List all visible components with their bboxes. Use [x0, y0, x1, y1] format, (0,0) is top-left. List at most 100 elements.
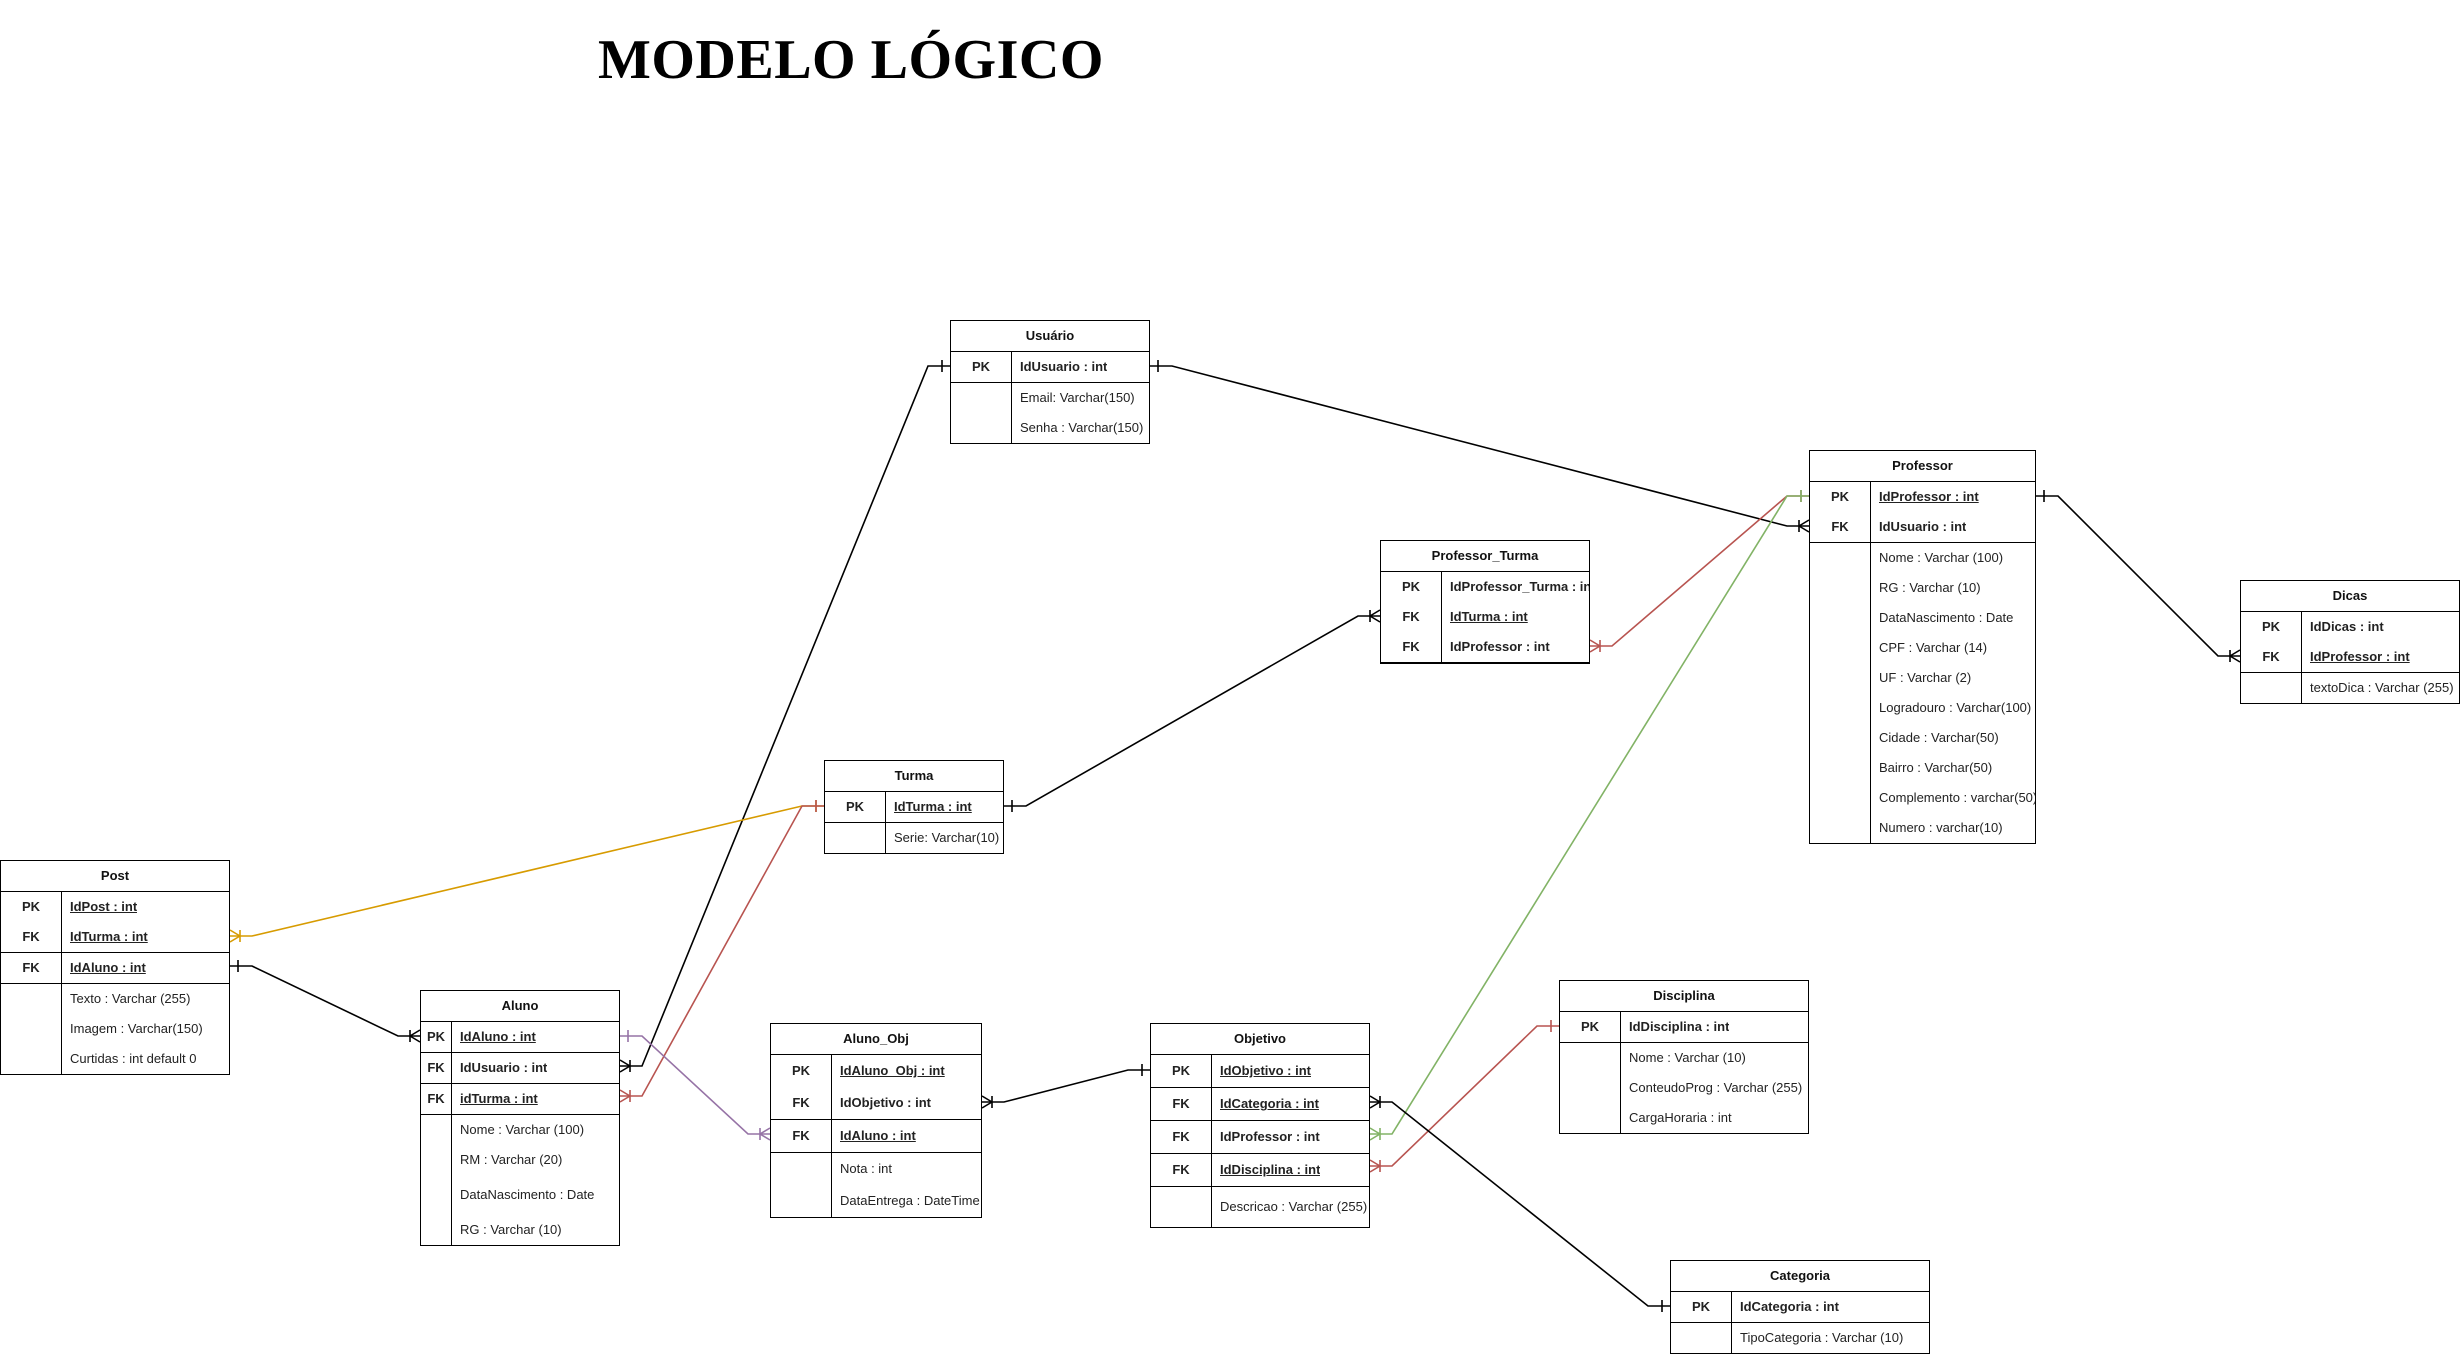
- entity-row[interactable]: PK IdDicas : int: [2241, 612, 2459, 642]
- key-marker-empty: [2241, 673, 2302, 703]
- entity-row[interactable]: Email: Varchar(150): [951, 383, 1149, 413]
- key-marker: FK: [1151, 1121, 1212, 1153]
- key-marker: PK: [1381, 572, 1442, 602]
- entity-name: Professor: [1810, 451, 2035, 482]
- key-marker-empty: [421, 1145, 452, 1175]
- entity-row[interactable]: FK IdUsuario : int: [421, 1053, 619, 1084]
- entity-row[interactable]: Logradouro : Varchar(100): [1810, 693, 2035, 723]
- entity-usuario[interactable]: Usuário PK IdUsuario : int Email: Varchar(1…: [950, 320, 1150, 444]
- key-marker: PK: [1671, 1292, 1732, 1322]
- entity-row[interactable]: FK IdProfessor : int: [1151, 1121, 1369, 1154]
- entity-row[interactable]: CPF : Varchar (14): [1810, 633, 2035, 663]
- entity-row[interactable]: FK IdCategoria : int: [1151, 1088, 1369, 1121]
- entity-name: Categoria: [1671, 1261, 1929, 1292]
- entity-row[interactable]: PK IdDisciplina : int: [1560, 1012, 1808, 1043]
- entity-aluno[interactable]: Aluno PK IdAluno : int FK IdUsuario : int FK i…: [420, 990, 620, 1246]
- key-marker: FK: [1, 953, 62, 983]
- field-label: Imagem : Varchar(150): [62, 1014, 203, 1044]
- entity-dicas[interactable]: Dicas PK IdDicas : int FK IdProfessor : int t…: [2240, 580, 2460, 704]
- entity-row[interactable]: DataNascimento : Date: [1810, 603, 2035, 633]
- key-marker: FK: [1, 922, 62, 952]
- entity-row[interactable]: Curtidas : int default 0: [1, 1044, 229, 1074]
- key-marker: FK: [421, 1053, 452, 1083]
- field-label: Serie: Varchar(10): [886, 823, 999, 853]
- entity-row[interactable]: RG : Varchar (10): [1810, 573, 2035, 603]
- entity-row[interactable]: RM : Varchar (20): [421, 1145, 619, 1175]
- entity-row[interactable]: FK IdTurma : int: [1381, 602, 1589, 632]
- entity-name: Aluno_Obj: [771, 1024, 981, 1055]
- entity-row[interactable]: TipoCategoria : Varchar (10): [1671, 1323, 1929, 1353]
- field-label: IdAluno_Obj : int: [832, 1055, 945, 1087]
- entity-turma[interactable]: Turma PK IdTurma : int Serie: Varchar(10): [824, 760, 1004, 854]
- field-label: Logradouro : Varchar(100): [1871, 693, 2031, 723]
- entity-row[interactable]: Texto : Varchar (255): [1, 984, 229, 1014]
- field-label: ConteudoProg : Varchar (255): [1621, 1073, 1802, 1103]
- entity-row[interactable]: Serie: Varchar(10): [825, 823, 1003, 853]
- entity-objetivo[interactable]: Objetivo PK IdObjetivo : int FK IdCategoria …: [1150, 1023, 1370, 1228]
- field-label: IdAluno : int: [832, 1120, 916, 1152]
- entity-professor[interactable]: Professor PK IdProfessor : int FK IdUsuario …: [1809, 450, 2036, 844]
- field-label: textoDica : Varchar (255): [2302, 673, 2454, 703]
- entity-aluno-obj[interactable]: Aluno_Obj PK IdAluno_Obj : int FK IdObjetivo…: [770, 1023, 982, 1218]
- field-label: IdObjetivo : int: [1212, 1055, 1311, 1087]
- entity-categoria[interactable]: Categoria PK IdCategoria : int TipoCategori…: [1670, 1260, 1930, 1354]
- field-label: IdAluno : int: [452, 1022, 536, 1052]
- field-label: RM : Varchar (20): [452, 1145, 562, 1175]
- entity-row[interactable]: UF : Varchar (2): [1810, 663, 2035, 693]
- entity-row[interactable]: Descricao : Varchar (255): [1151, 1187, 1369, 1227]
- entity-row[interactable]: FK IdUsuario : int: [1810, 512, 2035, 543]
- entity-row[interactable]: Complemento : varchar(50): [1810, 783, 2035, 813]
- entity-row[interactable]: Bairro : Varchar(50): [1810, 753, 2035, 783]
- entity-row[interactable]: Nome : Varchar (100): [1810, 543, 2035, 573]
- entity-row[interactable]: PK IdAluno : int: [421, 1022, 619, 1053]
- entity-row[interactable]: PK IdProfessor : int: [1810, 482, 2035, 512]
- entity-row[interactable]: FK IdDisciplina : int: [1151, 1154, 1369, 1187]
- relationship-line: [620, 1030, 770, 1140]
- entity-row[interactable]: PK IdProfessor_Turma : int: [1381, 572, 1589, 602]
- field-label: DataNascimento : Date: [1871, 603, 2013, 633]
- key-marker-empty: [1560, 1043, 1621, 1073]
- entity-row[interactable]: RG : Varchar (10): [421, 1215, 619, 1245]
- relationship-line: [230, 960, 420, 1042]
- field-label: Nota : int: [832, 1153, 892, 1185]
- entity-post[interactable]: Post PK IdPost : int FK IdTurma : int FK IdAlu…: [0, 860, 230, 1075]
- entity-row[interactable]: Numero : varchar(10): [1810, 813, 2035, 843]
- entity-row[interactable]: FK IdObjetivo : int: [771, 1087, 981, 1120]
- key-marker-empty: [1, 1014, 62, 1044]
- entity-row[interactable]: PK IdUsuario : int: [951, 352, 1149, 383]
- entity-row[interactable]: PK IdAluno_Obj : int: [771, 1055, 981, 1087]
- key-marker-empty: [771, 1185, 832, 1217]
- entity-row[interactable]: textoDica : Varchar (255): [2241, 673, 2459, 703]
- entity-row[interactable]: PK IdTurma : int: [825, 792, 1003, 823]
- field-label: IdCategoria : int: [1732, 1292, 1839, 1322]
- entity-row[interactable]: FK IdProfessor : int: [2241, 642, 2459, 673]
- entity-row[interactable]: FK IdAluno : int: [771, 1120, 981, 1153]
- relationship-line: [982, 1064, 1150, 1108]
- entity-professor-turma[interactable]: Professor_Turma PK IdProfessor_Turma : int…: [1380, 540, 1590, 664]
- field-label: RG : Varchar (10): [1871, 573, 1981, 603]
- entity-row[interactable]: PK IdCategoria : int: [1671, 1292, 1929, 1323]
- key-marker-empty: [421, 1175, 452, 1215]
- entity-row[interactable]: PK IdPost : int: [1, 892, 229, 922]
- entity-row[interactable]: Nome : Varchar (100): [421, 1115, 619, 1145]
- entity-disciplina[interactable]: Disciplina PK IdDisciplina : int Nome : Var…: [1559, 980, 1809, 1134]
- entity-row[interactable]: PK IdObjetivo : int: [1151, 1055, 1369, 1088]
- entity-row[interactable]: Nota : int: [771, 1153, 981, 1185]
- entity-row[interactable]: Nome : Varchar (10): [1560, 1043, 1808, 1073]
- entity-row[interactable]: ConteudoProg : Varchar (255): [1560, 1073, 1808, 1103]
- entity-row[interactable]: CargaHoraria : int: [1560, 1103, 1808, 1133]
- entity-row[interactable]: FK IdProfessor : int: [1381, 632, 1589, 663]
- entity-row[interactable]: Senha : Varchar(150): [951, 413, 1149, 443]
- entity-row[interactable]: DataEntrega : DateTime: [771, 1185, 981, 1217]
- field-label: IdAluno : int: [62, 953, 146, 983]
- entity-row[interactable]: FK idTurma : int: [421, 1084, 619, 1115]
- entity-row[interactable]: Cidade : Varchar(50): [1810, 723, 2035, 753]
- entity-row[interactable]: DataNascimento : Date: [421, 1175, 619, 1215]
- entity-row[interactable]: FK IdTurma : int: [1, 922, 229, 953]
- key-marker: PK: [1151, 1055, 1212, 1087]
- field-label: IdProfessor : int: [1442, 632, 1550, 662]
- entity-row[interactable]: Imagem : Varchar(150): [1, 1014, 229, 1044]
- entity-row[interactable]: FK IdAluno : int: [1, 953, 229, 984]
- key-marker: FK: [421, 1084, 452, 1114]
- field-label: IdDisciplina : int: [1212, 1154, 1320, 1186]
